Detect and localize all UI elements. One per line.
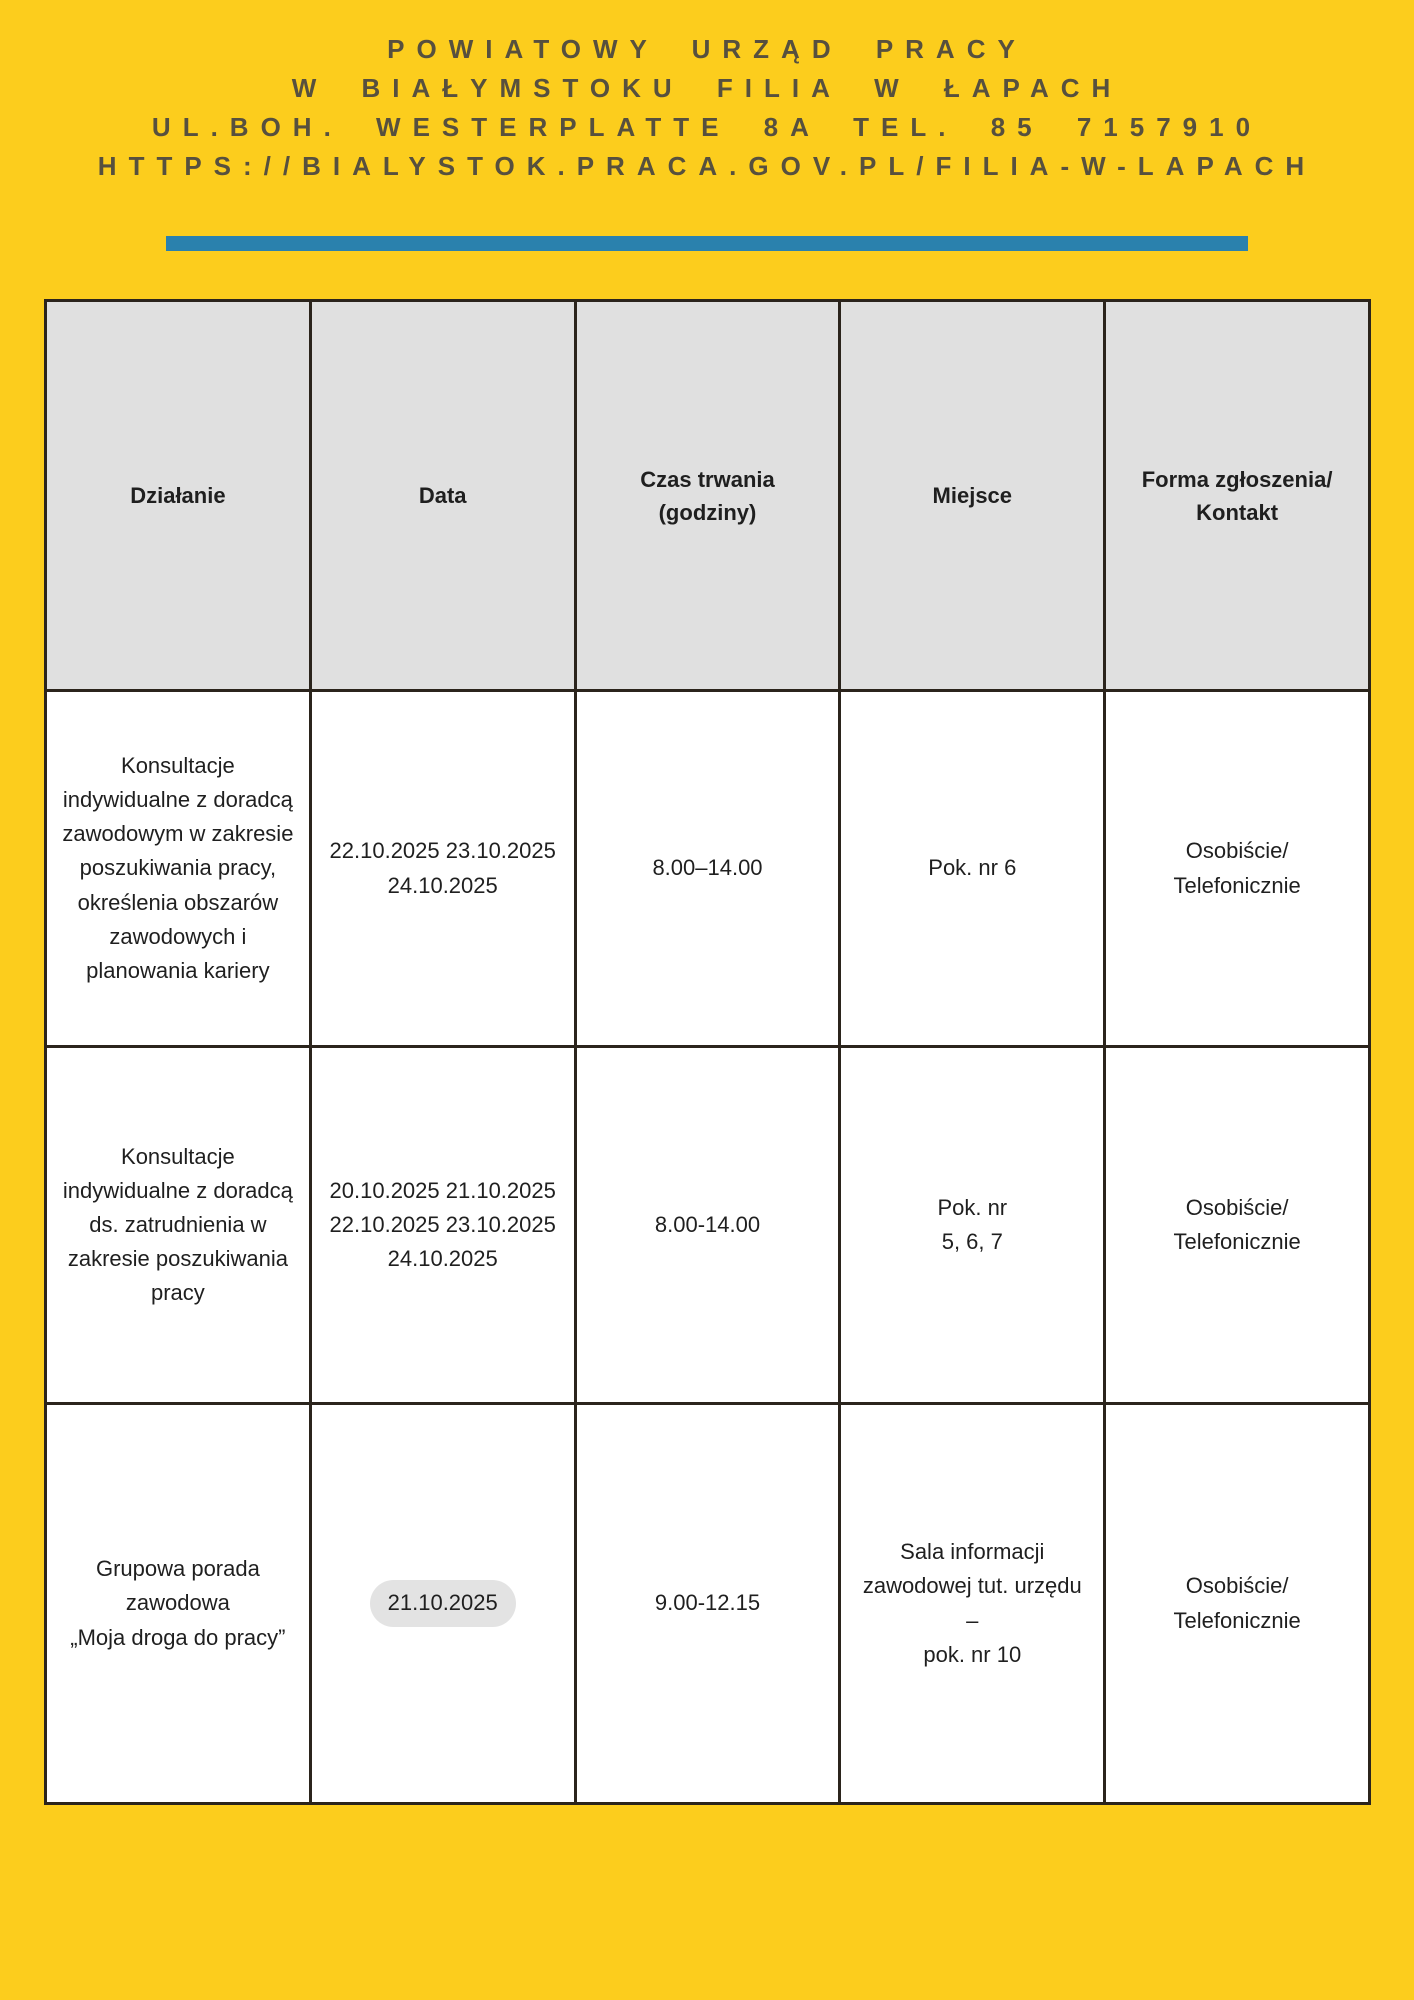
office-website-line: HTTPS://BIALYSTOK.PRACA.GOV.PL/FILIA-W-L… [97,151,1317,181]
highlighted-date-pill: 21.10.2025 [369,1580,516,1627]
schedule-table: Działanie Data Czas trwania (godziny) Mi… [44,299,1371,1805]
cell-action: Konsultacje indywidualne z doradcą zawod… [44,689,312,1048]
divider-bar [166,236,1248,251]
cell-place: Pok. nr 6 [838,689,1107,1048]
table-row: Grupowa porada zawodowa „Moja droga do p… [44,1402,1371,1805]
cell-action: Grupowa porada zawodowa „Moja droga do p… [44,1402,312,1805]
cell-action: Konsultacje indywidualne z doradcą ds. z… [44,1045,312,1405]
office-address-phone-line: UL.BOH. WESTERPLATTE 8A TEL. 85 7157910 [151,112,1263,142]
col-header-date: Data [308,299,577,692]
cell-contact: Osobiście/ Telefonicznie [1103,1402,1371,1805]
col-header-place: Miejsce [838,299,1107,692]
table-header-row: Działanie Data Czas trwania (godziny) Mi… [44,299,1371,692]
cell-duration: 9.00-12.15 [573,1402,842,1805]
office-header: POWIATOWY URZĄD PRACY W BIAŁYMSTOKU FILI… [0,0,1414,186]
cell-place: Pok. nr 5, 6, 7 [838,1045,1107,1405]
office-name-line: POWIATOWY URZĄD PRACY [387,34,1027,64]
col-header-duration: Czas trwania (godziny) [573,299,842,692]
cell-duration: 8.00–14.00 [573,689,842,1048]
table-row: Konsultacje indywidualne z doradcą zawod… [44,689,1371,1048]
table-row: Konsultacje indywidualne z doradcą ds. z… [44,1045,1371,1405]
cell-date: 21.10.2025 [308,1402,577,1805]
cell-contact: Osobiście/ Telefonicznie [1103,689,1371,1048]
cell-duration: 8.00-14.00 [573,1045,842,1405]
cell-date: 20.10.2025 21.10.2025 22.10.2025 23.10.2… [308,1045,577,1405]
col-header-action: Działanie [44,299,312,692]
cell-place: Sala informacji zawodowej tut. urzędu – … [838,1402,1107,1805]
office-branch-line: W BIAŁYMSTOKU FILIA W ŁAPACH [291,73,1123,103]
cell-date: 22.10.2025 23.10.2025 24.10.2025 [308,689,577,1048]
col-header-contact: Forma zgłoszenia/ Kontakt [1103,299,1371,692]
cell-contact: Osobiście/ Telefonicznie [1103,1045,1371,1405]
